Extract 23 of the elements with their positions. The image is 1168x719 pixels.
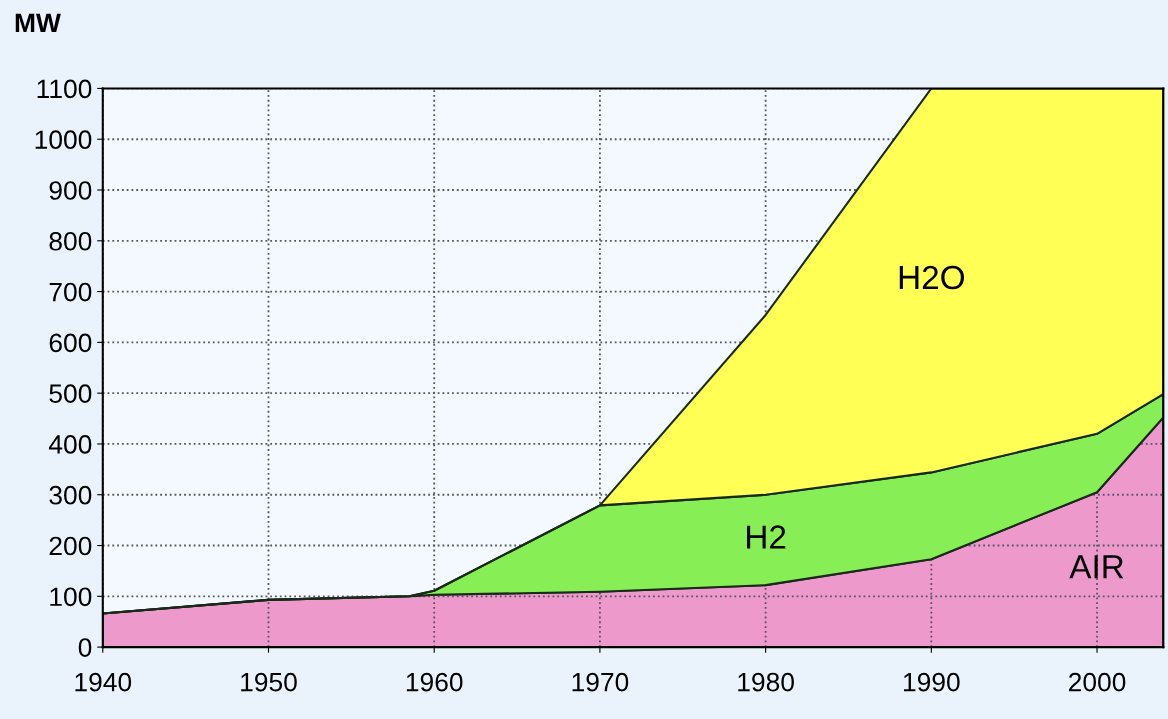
y-tick-label: 100 bbox=[50, 587, 92, 607]
y-tick-label: 300 bbox=[49, 485, 92, 505]
x-tick-label: 2000 bbox=[1069, 672, 1126, 692]
y-tick-label: 800 bbox=[49, 231, 92, 251]
y-axis-title: MW bbox=[15, 13, 61, 32]
y-tick-label: 400 bbox=[48, 435, 92, 454]
y-tick-label: 500 bbox=[49, 384, 92, 403]
y-tick-label: 0 bbox=[78, 638, 92, 657]
x-tick-label: 1960 bbox=[406, 672, 463, 692]
y-tick-label: 1000 bbox=[35, 130, 92, 150]
y-tick-label: 600 bbox=[49, 333, 92, 353]
x-tick-label: 1970 bbox=[572, 672, 629, 692]
y-tick-label: 1100 bbox=[37, 79, 92, 99]
x-tick-label: 1940 bbox=[75, 672, 132, 692]
series-label: H2 bbox=[747, 525, 786, 549]
y-tick-label: 700 bbox=[49, 282, 92, 302]
x-tick-label: 1980 bbox=[738, 672, 794, 692]
x-tick-label: 1990 bbox=[904, 672, 960, 692]
y-tick-label: 900 bbox=[49, 181, 92, 200]
series-label: AIR bbox=[1069, 555, 1124, 579]
series-label: H2O bbox=[899, 265, 965, 290]
x-tick-label: 1950 bbox=[241, 672, 297, 692]
y-tick-label: 200 bbox=[49, 536, 92, 556]
